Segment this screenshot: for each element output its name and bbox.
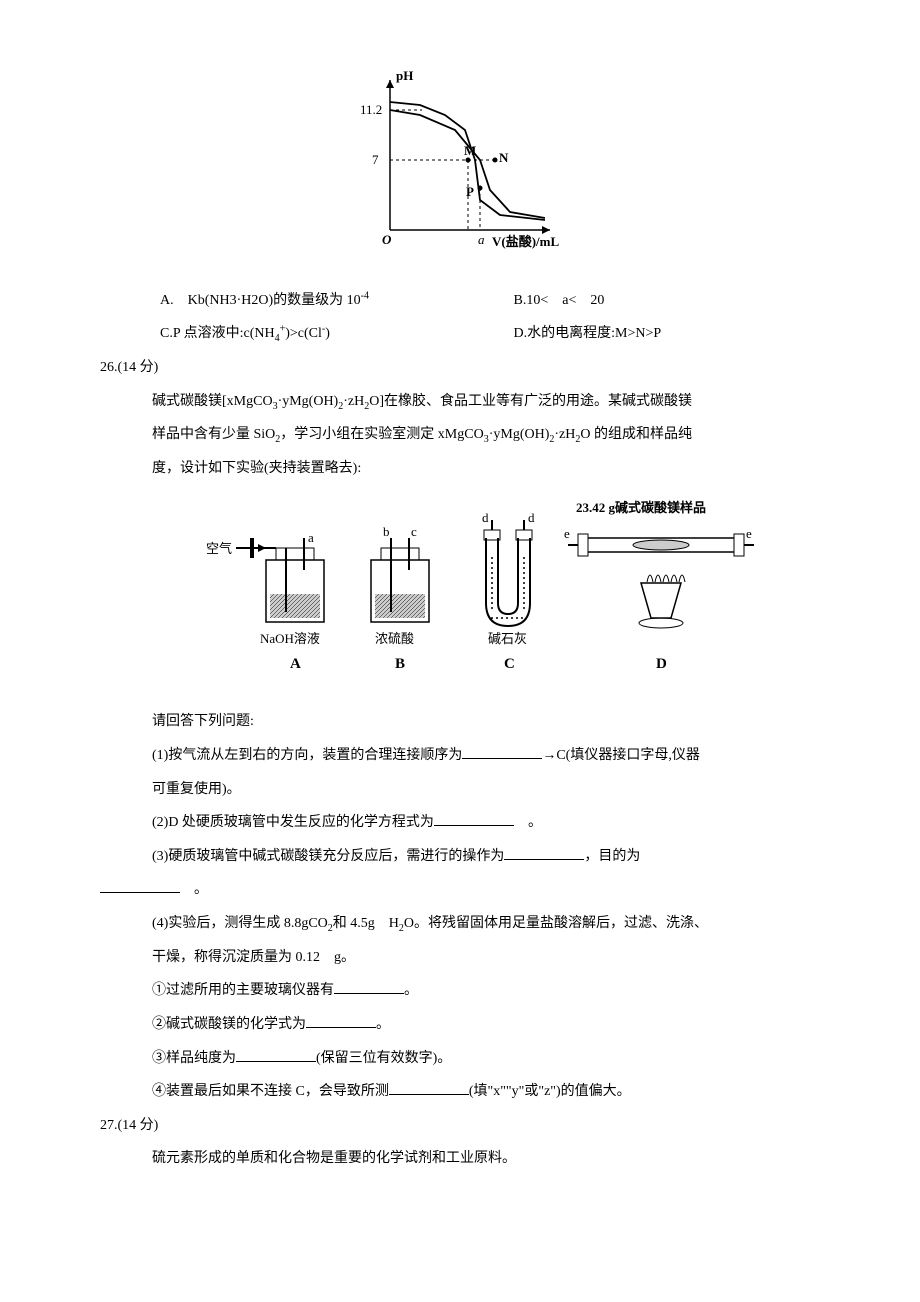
- svg-text:pH: pH: [396, 68, 413, 83]
- blank-4-3: [236, 1047, 316, 1062]
- svg-text:浓硫酸: 浓硫酸: [375, 631, 414, 646]
- blank-3b: [100, 878, 180, 893]
- blank-3a: [504, 845, 584, 860]
- svg-text:C: C: [504, 656, 515, 672]
- option-a-sup: -4: [361, 290, 369, 301]
- apparatus-svg: 空气 a NaOH溶液 Ab c 浓硫酸 Bd d 碱石灰 C 23.42 g碱式碳酸镁样品 e e D: [206, 498, 766, 688]
- q27-p1: 硫元素形成的单质和化合物是重要的化学试剂和工业原料。: [100, 1142, 820, 1176]
- blank-4-2: [306, 1013, 376, 1028]
- q26-sub4a: (4)实验后，测得生成 8.8gCO2和 4.5g H2O。将残留固体用足量盐酸…: [100, 907, 820, 941]
- q27-number: 27.(14 分): [100, 1109, 820, 1143]
- option-a-text: A. Kb(NH3·H2O)的数量级为 10: [160, 293, 361, 308]
- svg-text:e: e: [746, 526, 752, 541]
- svg-text:B: B: [395, 656, 405, 672]
- q26-sub1b: 可重复使用)。: [100, 773, 820, 807]
- svg-text:P: P: [466, 184, 474, 199]
- ph-graph-figure: pH 11.2 7 Oa V(盐酸)/mL M N P: [100, 60, 820, 274]
- blank-2: [434, 811, 514, 826]
- q26-sub4-2: ②碱式碳酸镁的化学式为。: [100, 1008, 820, 1042]
- svg-text:7: 7: [372, 152, 379, 167]
- q26-sub3c: 。: [100, 873, 820, 907]
- blank-4-1: [334, 979, 404, 994]
- options-row-ab: A. Kb(NH3·H2O)的数量级为 10-4 B.10< a< 20: [100, 284, 820, 318]
- svg-text:N: N: [499, 150, 509, 165]
- svg-text:c: c: [411, 524, 417, 539]
- blank-1: [462, 744, 542, 759]
- svg-text:V(盐酸)/mL: V(盐酸)/mL: [492, 234, 559, 249]
- option-d: D.水的电离程度:M>N>P: [514, 317, 662, 351]
- options-row-cd: C.P 点溶液中:c(NH4+)>c(Cl-) D.水的电离程度:M>N>P: [100, 317, 820, 351]
- q26-sub2: (2)D 处硬质玻璃管中发生反应的化学方程式为 。: [100, 806, 820, 840]
- q26-ask: 请回答下列问题:: [100, 705, 820, 739]
- option-b: B.10< a< 20: [514, 284, 605, 318]
- svg-text:11.2: 11.2: [360, 102, 382, 117]
- svg-text:a: a: [478, 232, 485, 247]
- svg-text:d: d: [482, 510, 489, 525]
- svg-text:d: d: [528, 510, 535, 525]
- apparatus-figure: 空气 a NaOH溶液 Ab c 浓硫酸 Bd d 碱石灰 C 23.42 g碱式碳酸镁样品 e e D: [100, 498, 820, 702]
- svg-text:O: O: [382, 232, 392, 247]
- svg-text:A: A: [290, 656, 301, 672]
- svg-text:23.42 g碱式碳酸镁样品: 23.42 g碱式碳酸镁样品: [576, 500, 706, 515]
- q26-number: 26.(14 分): [100, 351, 820, 385]
- svg-text:碱石灰: 碱石灰: [488, 631, 527, 646]
- svg-text:NaOH溶液: NaOH溶液: [260, 631, 320, 646]
- q26-sub3: (3)硬质玻璃管中碱式碳酸镁充分反应后，需进行的操作为，目的为: [100, 840, 820, 874]
- q26-sub4-1: ①过滤所用的主要玻璃仪器有。: [100, 974, 820, 1008]
- q26-p3: 度，设计如下实验(夹持装置略去):: [100, 452, 820, 486]
- svg-text:e: e: [564, 526, 570, 541]
- svg-text:b: b: [383, 524, 390, 539]
- q26-p2: 样品中含有少量 SiO2，学习小组在实验室测定 xMgCO3·yMg(OH)2·…: [100, 418, 820, 452]
- q26-sub4b: 干燥，称得沉淀质量为 0.12 g。: [100, 941, 820, 975]
- option-c: C.P 点溶液中:c(NH4+)>c(Cl-): [160, 317, 510, 351]
- q26-sub1: (1)按气流从左到右的方向，装置的合理连接顺序为→C(填仪器接口字母,仪器: [100, 739, 820, 773]
- q26-sub4-4: ④装置最后如果不连接 C，会导致所测(填"x""y"或"z")的值偏大。: [100, 1075, 820, 1109]
- q26-sub4-3: ③样品纯度为(保留三位有效数字)。: [100, 1042, 820, 1076]
- svg-text:空气: 空气: [206, 541, 232, 556]
- svg-text:D: D: [656, 656, 667, 672]
- svg-text:M: M: [464, 143, 476, 158]
- blank-4-4: [389, 1080, 469, 1095]
- q26-p1: 碱式碳酸镁[xMgCO3·yMg(OH)2·zH2O]在橡胶、食品工业等有广泛的…: [100, 385, 820, 419]
- svg-text:a: a: [308, 530, 314, 545]
- option-a: A. Kb(NH3·H2O)的数量级为 10-4: [160, 284, 510, 318]
- ph-graph-svg: pH 11.2 7 Oa V(盐酸)/mL M N P: [350, 60, 570, 260]
